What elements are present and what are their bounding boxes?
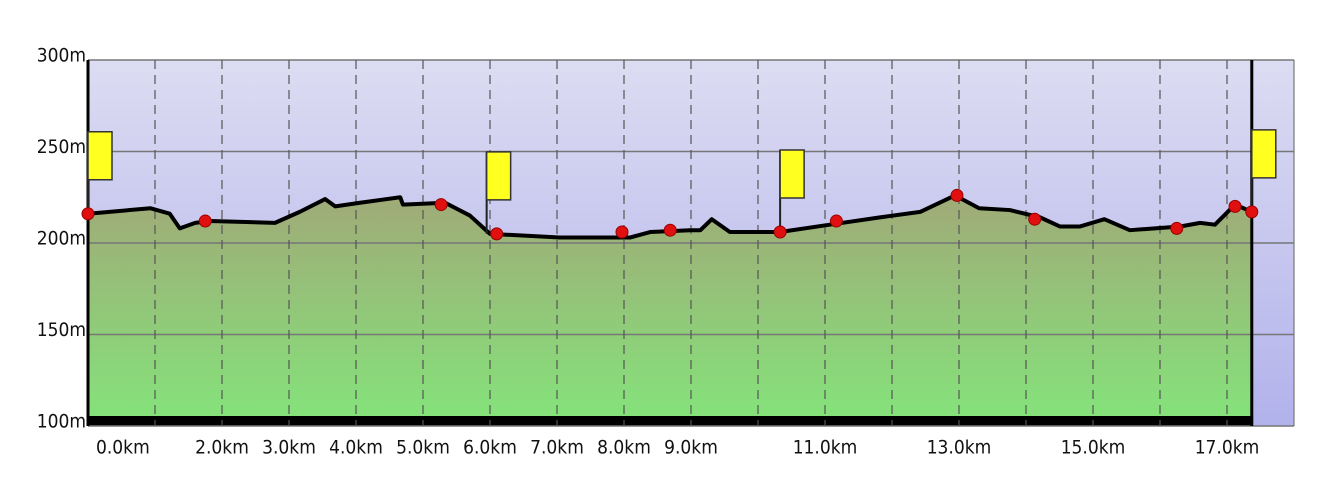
x-tick-label: 4.0km [329, 437, 383, 459]
x-tick-label: 6.0km [463, 437, 517, 459]
x-tick-label: 0.0km [96, 437, 150, 459]
waypoint [81, 207, 95, 221]
x-tick-label: 17.0km [1195, 437, 1260, 459]
flag-cloth [779, 149, 805, 199]
y-tick-label: 200m [37, 228, 86, 250]
waypoint [950, 188, 964, 202]
flag [1250, 129, 1277, 212]
x-tick-label: 2.0km [195, 437, 249, 459]
flag [779, 149, 805, 233]
waypoint [1170, 221, 1184, 235]
y-tick-label: 100m [37, 411, 86, 433]
flag [485, 151, 512, 234]
waypoint [198, 214, 212, 228]
waypoint [829, 214, 843, 228]
x-tick-label: 7.0km [530, 437, 584, 459]
flag-cloth [87, 130, 113, 181]
y-tick-label: 300m [37, 45, 86, 67]
x-tick-label: 15.0km [1061, 437, 1126, 459]
base-band [88, 416, 1252, 426]
waypoint [663, 223, 677, 237]
waypoint [1245, 205, 1259, 219]
flag-cloth [485, 151, 512, 201]
flag [87, 130, 113, 214]
x-tick-label: 11.0km [793, 437, 858, 459]
x-tick-label: 5.0km [396, 437, 450, 459]
y-tick-label: 250m [37, 136, 86, 158]
waypoint [490, 227, 504, 241]
y-tick-label: 150m [37, 319, 86, 341]
x-tick-label: 13.0km [927, 437, 992, 459]
x-tick-label: 9.0km [664, 437, 718, 459]
x-tick-label: 3.0km [262, 437, 316, 459]
profile-line [87, 193, 1253, 240]
ground [88, 195, 1252, 426]
waypoint [1028, 212, 1042, 226]
waypoint [615, 225, 629, 239]
x-tick-label: 8.0km [597, 437, 651, 459]
waypoint [773, 225, 787, 239]
waypoint [434, 198, 448, 212]
flag-cloth [1251, 129, 1277, 179]
waypoint [1228, 199, 1242, 213]
